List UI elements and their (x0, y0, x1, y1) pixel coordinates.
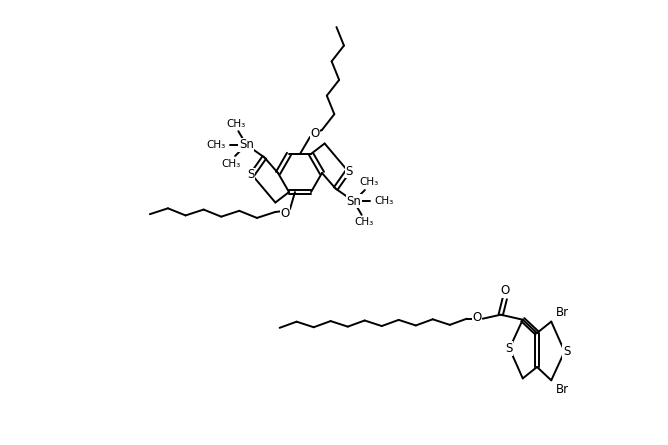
Text: CH₃: CH₃ (354, 217, 373, 227)
Text: CH₃: CH₃ (226, 119, 246, 129)
Text: O: O (311, 127, 319, 141)
Text: CH₃: CH₃ (222, 159, 240, 169)
Text: O: O (500, 284, 510, 297)
Text: Br: Br (556, 383, 569, 396)
Text: Sn: Sn (346, 195, 361, 208)
Text: Br: Br (556, 306, 569, 319)
Text: S: S (345, 165, 353, 178)
Text: O: O (281, 206, 290, 219)
Text: O: O (472, 311, 482, 324)
Text: S: S (563, 345, 570, 358)
Text: S: S (505, 342, 512, 355)
Text: S: S (247, 168, 255, 182)
Text: CH₃: CH₃ (359, 177, 379, 187)
Text: Sn: Sn (239, 138, 254, 151)
Text: CH₃: CH₃ (374, 196, 393, 206)
Text: CH₃: CH₃ (206, 140, 226, 150)
